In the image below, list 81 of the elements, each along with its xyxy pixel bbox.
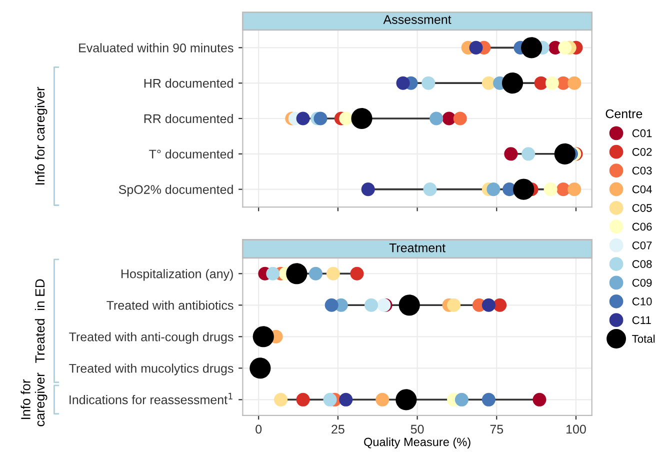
legend-label: C05 [632,204,652,212]
point [396,389,417,410]
point [568,182,582,196]
point [482,392,496,406]
point [339,112,353,126]
point [482,76,496,90]
point [558,40,572,54]
point [324,298,338,312]
point [422,76,436,90]
legend-label: Total [632,334,655,343]
point [544,182,558,196]
y-tick-label: HR documented [144,78,233,88]
y-tick-label: Evaluated within 90 minutes [79,43,234,52]
x-tick-label: 75 [490,424,504,434]
y-tick-label: Indications for reassessment$^{1}$ [70,392,232,404]
point [504,147,518,161]
point [339,392,353,406]
point [486,182,500,196]
legend-label: C01 [632,129,652,138]
point [532,392,546,406]
point [447,298,461,312]
y-tick-label: RR documented [144,114,233,124]
x-tick-label: 25 [332,424,344,434]
legend-label: C10 [632,298,652,306]
point [266,266,280,280]
legend-title: Centre [606,109,642,118]
point [326,266,340,280]
point [521,37,542,58]
y-tick-label: Treated with anti-cough drugs [69,332,234,344]
point [398,294,420,316]
point [482,298,496,312]
point [502,72,524,94]
point [351,108,372,130]
point [545,76,559,90]
point [364,298,378,312]
legend-label: C06 [632,222,652,231]
point [296,392,310,406]
legend-label: C11 [632,316,651,324]
text: Treated in ED [34,279,45,363]
point [469,40,483,54]
y-tick-label: Treated with mucolytics drugs [69,364,234,376]
point [430,112,444,126]
point [361,182,375,196]
point [250,358,271,379]
y-tick-label: SpO2% documented [118,184,233,196]
legend-label: C02 [632,148,652,156]
point [286,263,308,284]
x-tick-label: 100 [566,424,586,434]
point [274,392,288,406]
legend-label: C04 [632,185,652,194]
y-tick-label: T° documented [149,149,233,159]
x-tick-label: 0 [256,424,262,434]
point [554,143,576,164]
legend-label: C09 [632,278,652,287]
point [296,112,310,126]
x-tick-label: 50 [410,424,424,434]
chart-title: Assessment [383,15,452,24]
legend-label: C08 [632,260,652,268]
chart-title: Treatment [389,244,446,252]
y-tick-label: Treated with antibiotics [106,300,234,310]
text: Info for caregiver [20,372,48,426]
legend-label: C03 [632,166,652,175]
point [252,326,274,348]
point [423,182,437,196]
point [376,392,390,406]
point [350,266,364,280]
point [522,147,536,161]
point [453,112,467,126]
point [513,178,534,200]
y-tick-label: Hospitalization (any) [121,269,233,281]
text: Info for caregiver [34,86,48,184]
point [396,76,410,90]
point [454,392,468,406]
point [568,76,582,90]
x-axis-title: Quality Measure (%) [364,437,470,448]
point [314,112,328,126]
legend-label: C07 [632,241,652,250]
point [308,266,322,280]
point [323,392,337,406]
point [493,298,507,312]
point [534,76,548,90]
